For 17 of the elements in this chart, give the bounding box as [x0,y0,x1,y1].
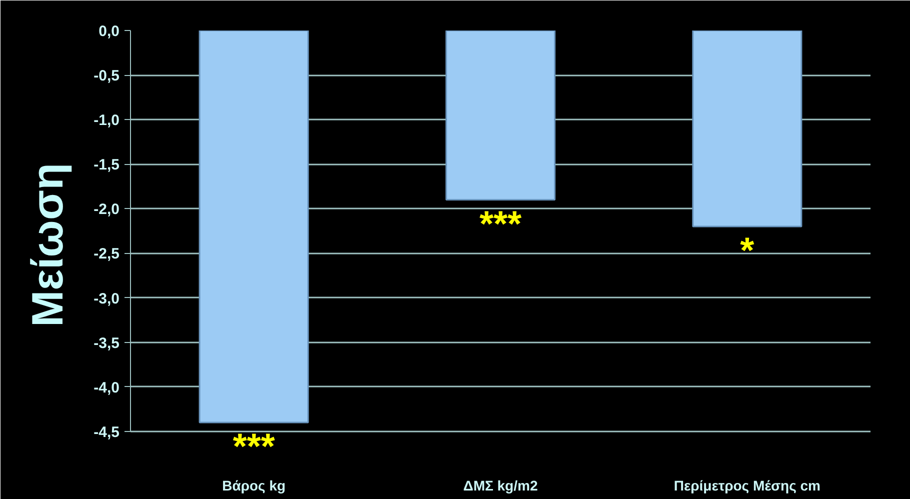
annotation: * [740,230,754,271]
y-tick-label: -3,0 [94,290,120,308]
x-tick-label: ΔΜΣ kg/m2 [463,478,538,494]
y-tick-label: -2,5 [94,246,120,263]
y-tick-label: 0,0 [98,23,120,40]
annotation: *** [232,426,275,467]
y-tick-label: -2,0 [94,201,120,218]
x-tick-label: Περίμετρος Μέσης cm [674,478,821,494]
y-tick-label: -4,0 [94,379,120,396]
y-tick-label: -4,5 [94,424,120,441]
x-tick-label: Βάρος kg [222,478,286,494]
y-axis-title: Μείωση [24,163,73,327]
y-tick-label: -3,5 [94,334,120,352]
y-tick-label: -0,5 [94,68,120,85]
y-tick-label: -1,5 [94,156,120,174]
annotation: *** [479,202,522,244]
y-tick-label: -1,0 [94,112,120,130]
